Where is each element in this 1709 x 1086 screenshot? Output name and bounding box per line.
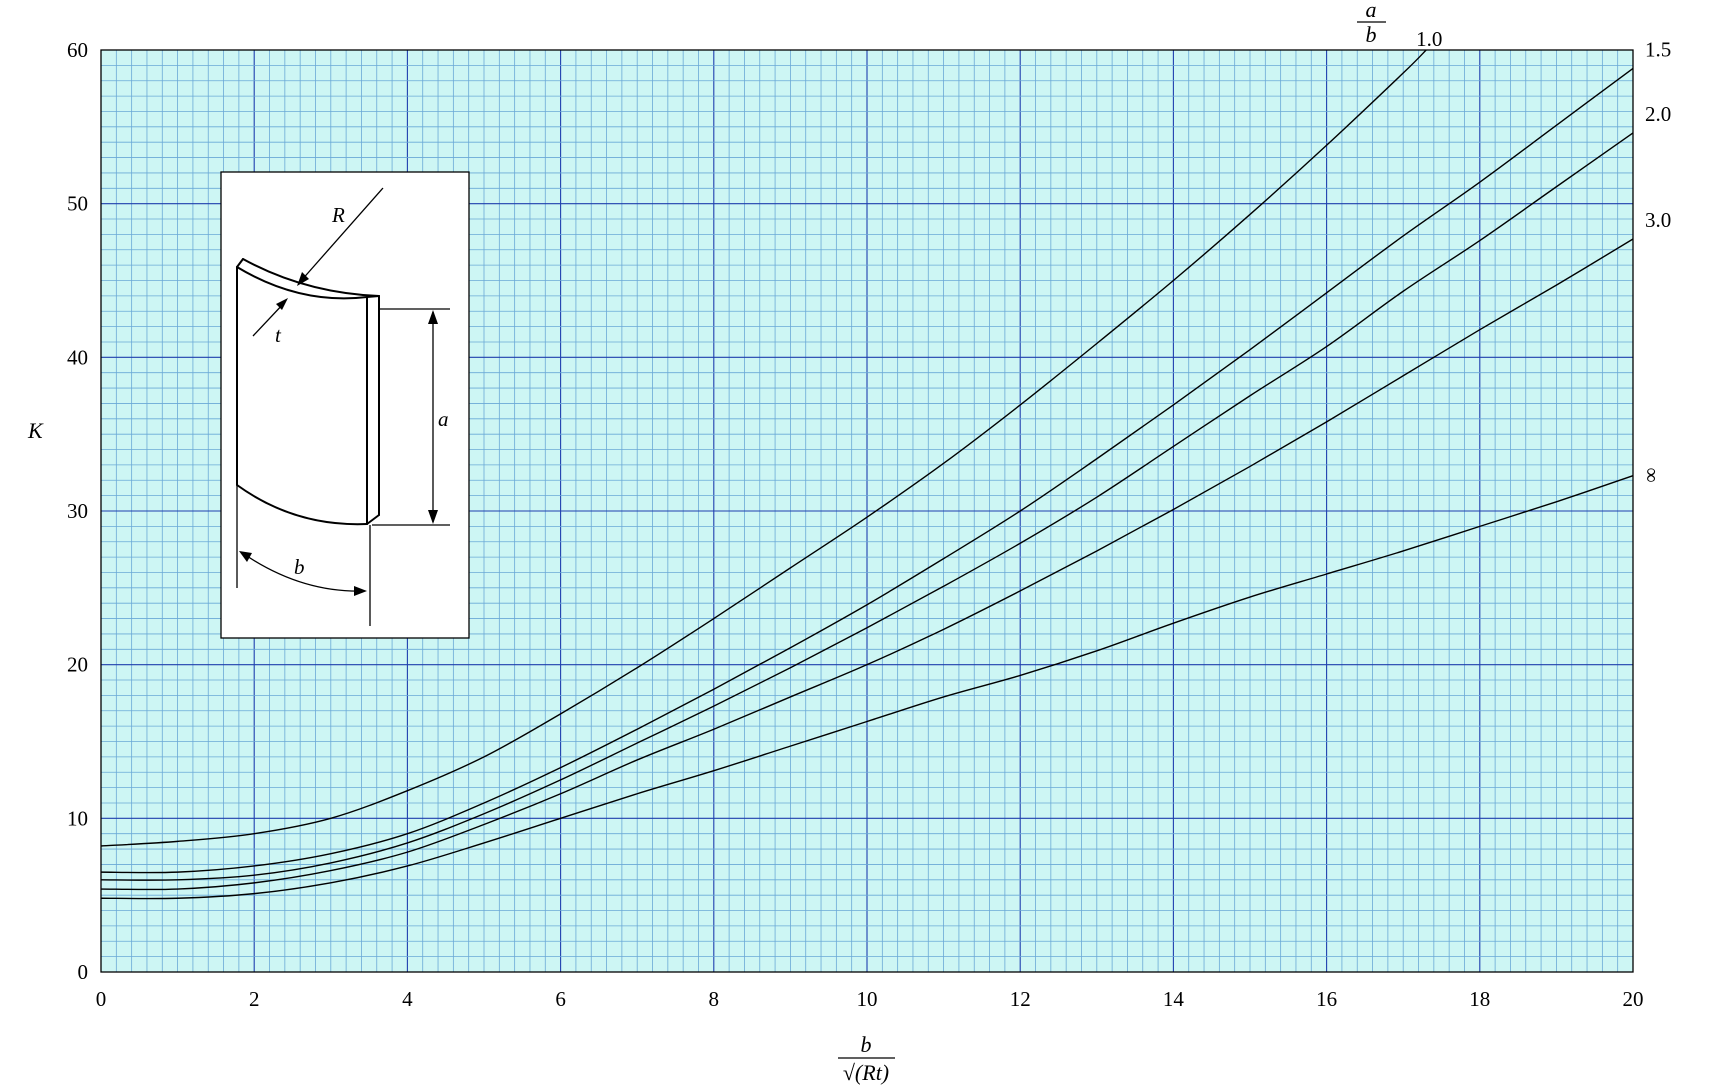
x-axis-label-denominator: √(Rt) [843,1060,889,1085]
curves [100,49,1634,900]
x-tick-labels: 0 2 4 6 8 10 12 14 16 18 20 [96,987,1644,1011]
x-tick-label: 2 [249,987,260,1011]
panel-corner-left [236,258,244,268]
length-label: a [438,407,449,431]
width-arrowhead-left [239,551,252,562]
y-tick-label: 30 [67,499,88,523]
curve-labels: 1.0 1.5 2.0 3.0 ∞ [1416,27,1671,483]
series-line [100,238,1634,891]
panel-top-thickness [242,258,380,297]
y-tick-label: 60 [67,38,88,62]
series-line [100,132,1634,881]
width-label: b [294,555,305,579]
y-tick-label: 20 [67,653,88,677]
legend-title-denominator: b [1366,22,1377,47]
y-tick-label: 50 [67,192,88,216]
legend-title-numerator: a [1366,0,1377,22]
series-label: 3.0 [1645,208,1671,232]
series-label: 1.0 [1416,27,1442,51]
series-line [100,474,1634,900]
y-axis-label: K [27,418,44,443]
thickness-arrowhead [276,298,288,310]
length-arrowhead-top [428,310,438,324]
x-tick-label: 4 [402,987,413,1011]
y-tick-label: 40 [67,345,88,369]
inset-frame [220,171,470,639]
series-line [100,67,1634,874]
radius-arrow-line [299,187,384,283]
panel-bottom-corner [366,514,380,525]
thickness-label: t [275,323,282,347]
panel-top-edge [236,266,368,300]
x-axis-label: b √(Rt) [838,1032,895,1085]
x-tick-label: 20 [1623,987,1644,1011]
panel-corner-right [366,295,380,298]
legend-title: a b [1357,0,1386,47]
x-tick-label: 14 [1163,987,1185,1011]
radius-label: R [331,203,345,227]
length-arrowhead-bottom [428,510,438,524]
series-label: 1.5 [1645,37,1671,61]
series-label: 2.0 [1645,102,1671,126]
x-tick-label: 10 [857,987,878,1011]
x-axis-label-numerator: b [861,1032,872,1057]
x-tick-label: 8 [709,987,720,1011]
plot-frame [100,49,1634,973]
width-dimension-arc [240,551,365,592]
x-tick-label: 6 [555,987,566,1011]
y-tick-labels: 0 10 20 30 40 50 60 [67,38,88,984]
x-tick-label: 0 [96,987,107,1011]
x-tick-label: 18 [1469,987,1490,1011]
y-tick-label: 10 [67,806,88,830]
series-line [100,49,1427,847]
series-label: ∞ [1640,468,1664,483]
radius-arrowhead [297,272,309,286]
y-tick-label: 0 [78,960,89,984]
inset-diagram: R t a b [220,171,470,639]
panel-bottom-edge [236,484,368,526]
x-tick-label: 16 [1316,987,1337,1011]
x-tick-label: 12 [1010,987,1031,1011]
width-arrowhead-right [354,586,367,596]
